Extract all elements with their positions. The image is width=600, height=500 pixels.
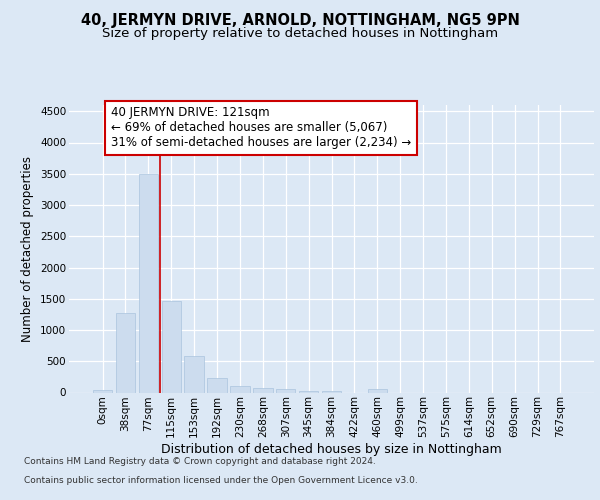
Bar [139,174,158,392]
Bar [368,390,387,392]
Bar [322,390,341,392]
Bar [161,301,181,392]
Bar [184,356,204,393]
Text: Contains public sector information licensed under the Open Government Licence v3: Contains public sector information licen… [24,476,418,485]
Bar [116,313,135,392]
Bar [299,390,319,392]
X-axis label: Distribution of detached houses by size in Nottingham: Distribution of detached houses by size … [161,443,502,456]
Bar [253,388,272,392]
Y-axis label: Number of detached properties: Number of detached properties [22,156,34,342]
Text: 40 JERMYN DRIVE: 121sqm
← 69% of detached houses are smaller (5,067)
31% of semi: 40 JERMYN DRIVE: 121sqm ← 69% of detache… [111,106,411,150]
Bar [276,390,295,392]
Text: 40, JERMYN DRIVE, ARNOLD, NOTTINGHAM, NG5 9PN: 40, JERMYN DRIVE, ARNOLD, NOTTINGHAM, NG… [80,12,520,28]
Bar [208,378,227,392]
Bar [230,386,250,392]
Text: Contains HM Land Registry data © Crown copyright and database right 2024.: Contains HM Land Registry data © Crown c… [24,458,376,466]
Text: Size of property relative to detached houses in Nottingham: Size of property relative to detached ho… [102,28,498,40]
Bar [93,390,112,392]
